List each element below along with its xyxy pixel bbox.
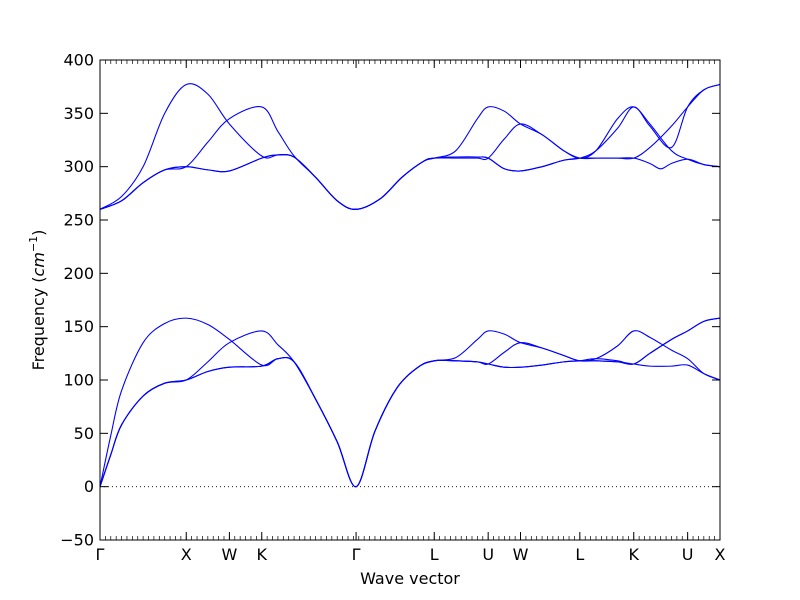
y-tick-label: 300 (63, 157, 94, 176)
x-tick-label: Γ (96, 545, 105, 564)
x-tick-label: U (682, 545, 694, 564)
y-axis-unit-exp: −1 (27, 236, 40, 252)
x-axis-title: Wave vector (360, 569, 460, 588)
series-line-4 (99, 84, 721, 210)
series-line-5 (99, 317, 721, 488)
series-layer (99, 83, 721, 488)
x-tick-label: X (181, 545, 192, 564)
y-axis-title-text: Frequency (29, 288, 48, 371)
x-tick-label: L (575, 545, 584, 564)
y-tick-label: 50 (74, 424, 94, 443)
series-line-1 (99, 83, 721, 210)
y-tick-label: 0 (84, 477, 94, 496)
x-tick-label: X (715, 545, 726, 564)
series-line-2 (99, 106, 721, 210)
y-axis-title: Frequency (cm−1) (27, 230, 48, 371)
ticks-layer (99, 59, 721, 541)
series-line-3 (99, 84, 721, 210)
y-axis-unit-base: cm (29, 252, 48, 276)
x-tick-label: K (256, 545, 267, 564)
y-tick-label: −50 (60, 531, 94, 550)
series-line-8 (99, 317, 721, 488)
series-line-6 (99, 330, 721, 488)
x-tick-label: U (482, 545, 494, 564)
y-tick-label: 150 (63, 317, 94, 336)
y-tick-label: 200 (63, 264, 94, 283)
plot-frame (99, 59, 721, 541)
series-line-7 (99, 317, 721, 488)
x-tick-label: K (628, 545, 639, 564)
y-tick-label: 350 (63, 104, 94, 123)
x-tick-label: L (430, 545, 439, 564)
y-tick-label: 250 (63, 211, 94, 230)
x-tick-label: W (221, 545, 237, 564)
y-tick-label: 100 (63, 371, 94, 390)
x-tick-label: Γ (352, 545, 361, 564)
y-tick-label: 400 (63, 51, 94, 70)
x-tick-label: W (513, 545, 529, 564)
